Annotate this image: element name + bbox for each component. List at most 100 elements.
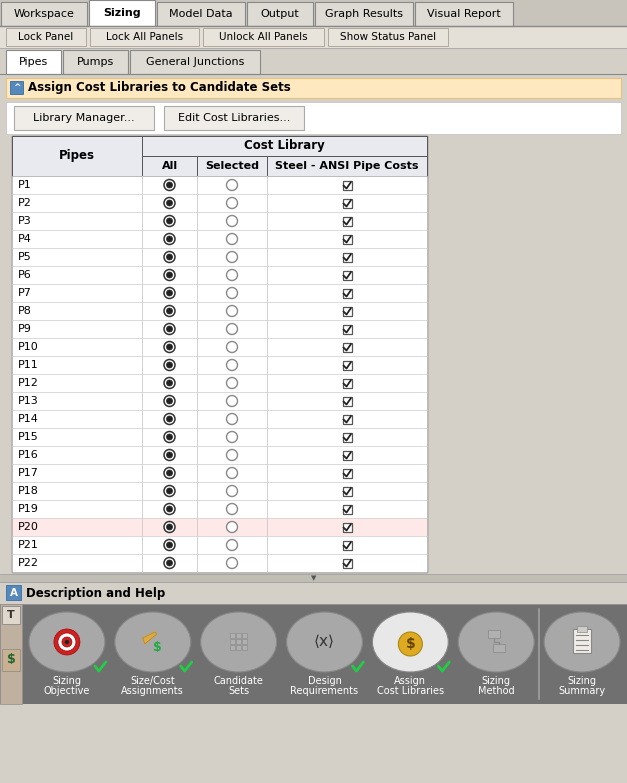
Text: Sizing: Sizing [103, 8, 141, 18]
Bar [236, 633, 241, 638]
Bar [267, 176, 427, 194]
Circle shape [226, 179, 238, 190]
Bar [197, 482, 267, 500]
Bar [342, 522, 352, 532]
Bar [12, 230, 142, 248]
Bar [267, 500, 427, 518]
Circle shape [167, 506, 172, 512]
Bar [0, 74, 627, 661]
Circle shape [167, 344, 172, 350]
Bar [0, 574, 627, 582]
Bar [197, 284, 267, 302]
Text: Pumps: Pumps [77, 57, 114, 67]
Bar [342, 360, 352, 370]
Text: $: $ [154, 640, 162, 654]
Bar [267, 248, 427, 266]
Circle shape [167, 200, 172, 206]
Circle shape [164, 521, 175, 532]
Circle shape [164, 431, 175, 442]
Bar [12, 136, 427, 572]
Bar [12, 536, 142, 554]
Text: P19: P19 [18, 504, 39, 514]
Bar [142, 156, 197, 176]
Bar [12, 464, 142, 482]
Circle shape [164, 305, 175, 316]
Bar [267, 230, 427, 248]
Bar [241, 639, 246, 644]
Ellipse shape [201, 612, 277, 672]
Text: P15: P15 [18, 432, 39, 442]
Bar [12, 194, 142, 212]
Text: P5: P5 [18, 252, 32, 262]
Bar [142, 536, 197, 554]
Text: P3: P3 [18, 216, 32, 226]
Text: $: $ [7, 654, 16, 666]
Text: Sets: Sets [228, 686, 249, 696]
Bar [12, 136, 142, 176]
Bar [142, 374, 197, 392]
Bar [142, 212, 197, 230]
Text: Design: Design [308, 676, 342, 686]
Bar [0, 48, 627, 74]
Bar [12, 320, 142, 338]
Bar [197, 410, 267, 428]
Circle shape [167, 434, 172, 440]
Circle shape [167, 470, 172, 476]
Ellipse shape [544, 612, 620, 672]
Circle shape [164, 179, 175, 190]
Bar [142, 500, 197, 518]
Bar [342, 414, 352, 424]
Bar [197, 194, 267, 212]
Bar [142, 320, 197, 338]
Bar [10, 81, 23, 94]
Circle shape [167, 488, 172, 494]
Bar [12, 248, 142, 266]
Circle shape [58, 633, 76, 651]
Bar [197, 554, 267, 572]
Ellipse shape [372, 612, 448, 672]
Circle shape [164, 197, 175, 208]
Text: Pipes: Pipes [19, 57, 48, 67]
Circle shape [226, 521, 238, 532]
Circle shape [164, 287, 175, 298]
Circle shape [164, 395, 175, 406]
Circle shape [167, 560, 172, 566]
Text: P14: P14 [18, 414, 39, 424]
Bar [197, 230, 267, 248]
Text: Lock Panel: Lock Panel [18, 32, 73, 42]
Circle shape [164, 377, 175, 388]
Bar [342, 270, 352, 280]
Text: P13: P13 [18, 396, 39, 406]
Bar [12, 518, 142, 536]
Circle shape [62, 637, 72, 647]
Bar [197, 302, 267, 320]
Circle shape [54, 629, 80, 655]
Bar [197, 320, 267, 338]
Bar [236, 639, 241, 644]
Circle shape [226, 323, 238, 334]
Bar [267, 392, 427, 410]
Bar [14, 106, 154, 130]
Bar [197, 428, 267, 446]
Bar [267, 284, 427, 302]
Bar [89, 0, 155, 26]
Bar [6, 585, 21, 600]
Bar [142, 428, 197, 446]
Circle shape [226, 215, 238, 226]
Ellipse shape [287, 612, 362, 672]
Bar [197, 248, 267, 266]
Text: ⟨x⟩: ⟨x⟩ [314, 634, 335, 650]
Bar [342, 288, 352, 298]
Circle shape [167, 326, 172, 332]
Bar [0, 582, 627, 604]
Circle shape [226, 431, 238, 442]
Bar [12, 302, 142, 320]
Bar [267, 356, 427, 374]
Circle shape [226, 251, 238, 262]
Bar [142, 248, 197, 266]
Circle shape [226, 449, 238, 460]
Bar [241, 633, 246, 638]
Bar [12, 356, 142, 374]
Ellipse shape [115, 612, 191, 672]
Bar [157, 2, 245, 26]
